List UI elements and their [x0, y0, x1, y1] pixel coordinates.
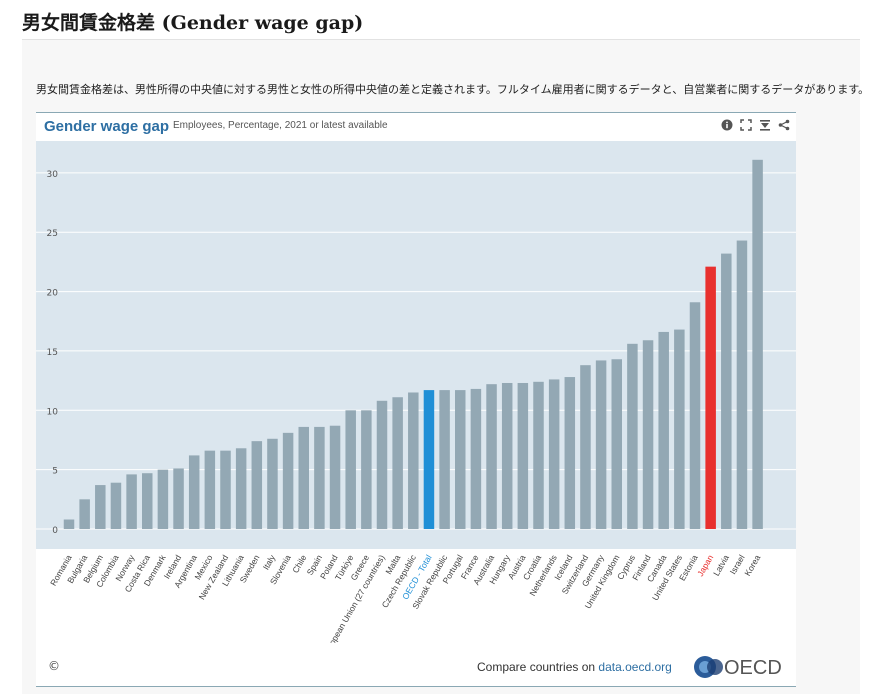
- oecd-logo[interactable]: OECD: [693, 654, 793, 680]
- bar: [548, 379, 560, 529]
- bar: [95, 485, 106, 529]
- bar: [611, 359, 622, 529]
- bar: [595, 360, 607, 529]
- bar: [392, 397, 403, 529]
- bar: [142, 473, 153, 529]
- copyright: ©: [48, 659, 60, 673]
- bar: [376, 400, 388, 529]
- bar: [63, 519, 75, 529]
- bar: [173, 468, 184, 529]
- download-icon[interactable]: [759, 119, 771, 131]
- bar: [674, 329, 685, 529]
- y-tick-label: 20: [47, 289, 59, 299]
- bar-chart: 051015202530RomaniaBulgariaBelgiumColomb…: [36, 141, 796, 643]
- bar: [752, 159, 763, 529]
- bar: [455, 390, 466, 529]
- compare-countries: Compare countries on data.oecd.org: [477, 660, 672, 674]
- info-icon[interactable]: [721, 119, 733, 131]
- bar: [282, 432, 294, 529]
- bar: [580, 365, 591, 529]
- bar: [188, 455, 200, 529]
- bar: [110, 482, 122, 529]
- bar: [658, 331, 669, 529]
- bar: [721, 253, 732, 529]
- bar: [736, 240, 748, 529]
- y-tick-label: 10: [47, 407, 59, 417]
- bar: [361, 410, 372, 529]
- bar: [314, 426, 325, 529]
- widget-title[interactable]: Gender wage gap: [44, 118, 170, 135]
- bar: [251, 441, 263, 529]
- bar: [564, 377, 576, 529]
- chart-widget: Gender wage gap Employees, Percentage, 2…: [36, 112, 796, 687]
- bar: [470, 388, 482, 529]
- data-oecd-link[interactable]: data.oecd.org: [598, 660, 672, 674]
- bar: [705, 266, 716, 529]
- bar: [627, 343, 638, 529]
- y-tick-label: 25: [47, 229, 58, 239]
- bar: [439, 390, 450, 529]
- compare-prefix: Compare countries on: [477, 660, 599, 674]
- bar: [298, 426, 309, 529]
- bar: [79, 499, 90, 529]
- share-icon[interactable]: [778, 119, 790, 131]
- x-tick-label: Korea: [742, 553, 762, 578]
- y-tick-label: 30: [47, 170, 59, 180]
- x-tick-label: Latvia: [711, 553, 731, 578]
- bar: [345, 410, 356, 529]
- expand-icon[interactable]: [740, 119, 752, 131]
- bar: [204, 450, 216, 529]
- oecd-logo-text: OECD: [724, 657, 782, 679]
- bar: [486, 384, 497, 529]
- bar: [220, 450, 231, 529]
- bar: [533, 381, 544, 529]
- bar: [423, 390, 435, 529]
- bar: [517, 382, 529, 529]
- bar: [157, 469, 169, 529]
- bar: [408, 392, 419, 529]
- bar: [235, 448, 247, 529]
- bar: [642, 340, 654, 529]
- bar: [126, 474, 137, 529]
- y-tick-label: 5: [52, 467, 58, 477]
- y-tick-label: 0: [52, 526, 58, 536]
- y-tick-label: 15: [47, 348, 58, 358]
- page-title: 男女間賃金格差 (Gender wage gap): [22, 12, 364, 34]
- intro-text: 男女間賃金格差は、男性所得の中央値に対する男性と女性の所得中央値の差と定義されま…: [36, 83, 870, 96]
- bar: [501, 382, 513, 529]
- bar: [329, 425, 341, 529]
- bar: [689, 302, 701, 529]
- widget-subtitle: Employees, Percentage, 2021 or latest av…: [173, 120, 388, 131]
- bar: [267, 438, 278, 529]
